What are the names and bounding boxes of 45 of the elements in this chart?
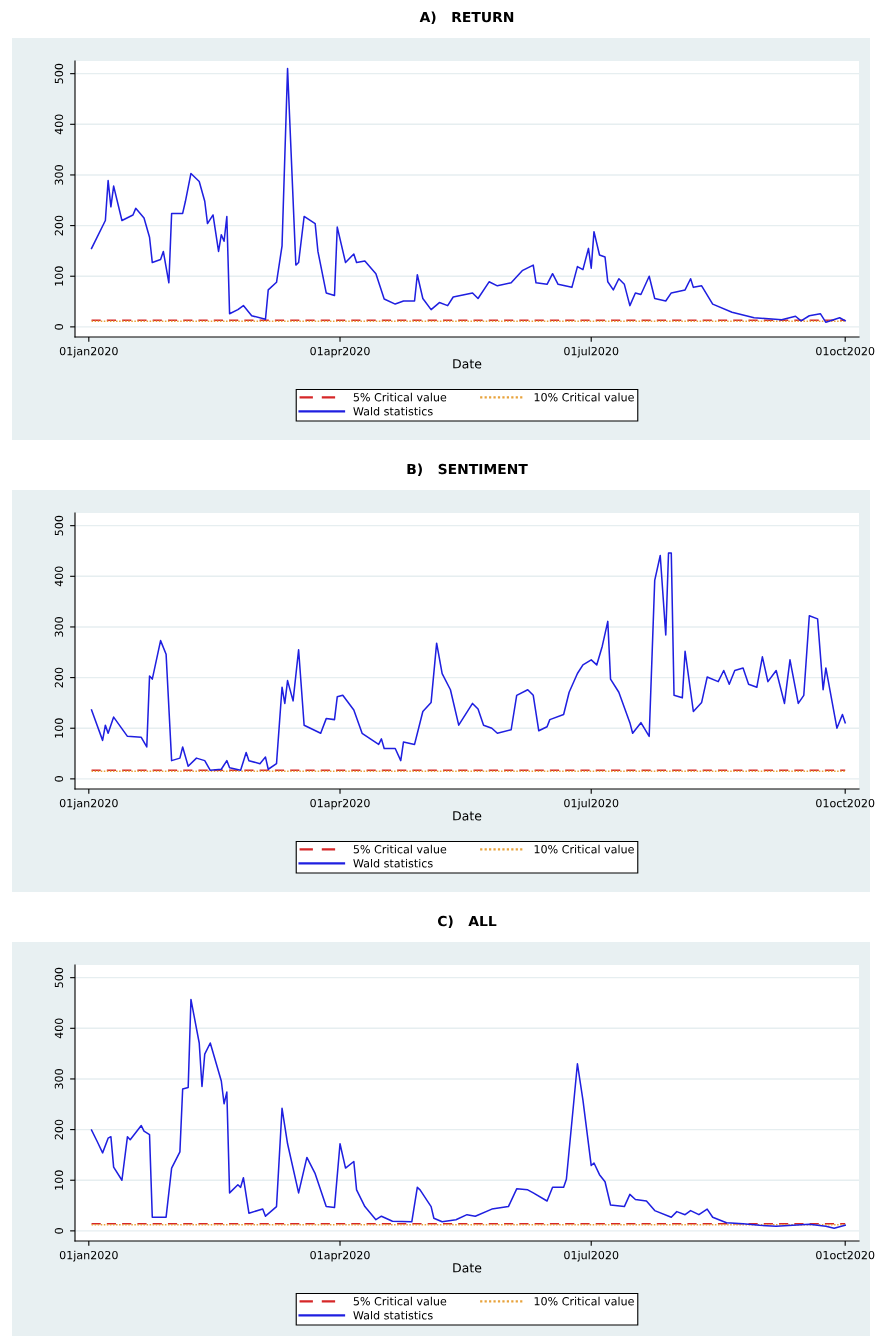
y-tick-label: 0: [54, 324, 64, 330]
y-tick-label: 200: [54, 1119, 64, 1140]
x-tick-label: 01jan2020: [59, 346, 118, 358]
legend-label: 5% Critical value: [353, 392, 447, 402]
legend-label: 10% Critical value: [534, 844, 634, 854]
y-tick-label: 500: [54, 967, 64, 988]
x-tick-label: 01oct2020: [816, 1250, 875, 1260]
y-tick-label: 400: [54, 1018, 64, 1039]
y-tick-label: 100: [54, 1170, 64, 1190]
x-tick-label: 01jul2020: [564, 1250, 619, 1262]
y-tick-label: 300: [54, 1069, 64, 1089]
y-tick-label: 200: [54, 667, 64, 688]
y-tick-label: 100: [54, 266, 64, 286]
y-tick-label: 100: [54, 718, 64, 738]
x-tick-label: 01jul2020: [564, 346, 619, 358]
x-tick-label: 01jan2020: [59, 798, 118, 810]
y-tick-label: 300: [54, 617, 64, 637]
legend-label: 5% Critical value: [353, 1296, 447, 1306]
legend-label: 10% Critical value: [534, 1296, 634, 1306]
chart-title: A) RETURN: [419, 11, 514, 24]
y-tick-label: 200: [54, 215, 64, 236]
x-tick-label: 01jan2020: [59, 1250, 118, 1262]
x-tick-label: 01apr2020: [310, 1250, 370, 1262]
chart-title: C) ALL: [437, 915, 497, 928]
y-tick-label: 0: [54, 776, 64, 782]
x-axis-title: Date: [453, 359, 482, 369]
x-axis-title: Date: [453, 811, 482, 821]
y-tick-label: 500: [54, 63, 64, 84]
chart-title: B) SENTIMENT: [407, 463, 528, 476]
x-tick-label: 01apr2020: [310, 346, 370, 358]
legend-label: Wald statistics: [353, 858, 433, 868]
x-tick-label: 01jul2020: [564, 798, 619, 810]
y-tick-label: 400: [54, 114, 64, 135]
y-tick-label: 500: [54, 515, 64, 536]
x-tick-label: 01oct2020: [816, 346, 875, 356]
legend-label: 5% Critical value: [353, 844, 447, 854]
x-tick-label: 01oct2020: [816, 798, 875, 808]
legend-label: Wald statistics: [353, 1310, 433, 1320]
y-tick-label: 400: [54, 566, 64, 587]
legend-label: Wald statistics: [353, 406, 433, 416]
y-tick-label: 300: [54, 165, 64, 185]
x-axis-title: Date: [453, 1263, 482, 1273]
x-tick-label: 01apr2020: [310, 798, 370, 810]
y-tick-label: 0: [54, 1228, 64, 1234]
legend-label: 10% Critical value: [534, 392, 634, 402]
